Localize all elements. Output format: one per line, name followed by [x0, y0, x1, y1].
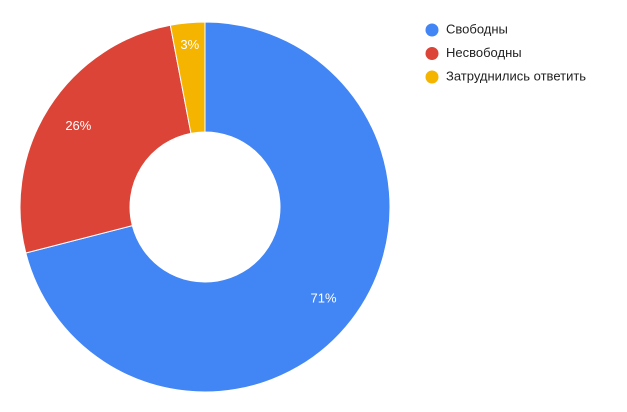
legend-swatch [425, 70, 439, 84]
legend-label: Несвободны [446, 45, 522, 60]
slice [25, 21, 391, 393]
value-label: 71% [311, 290, 337, 305]
value-label: 26% [65, 118, 91, 133]
slice [169, 21, 206, 134]
legend-label: Свободны [446, 21, 508, 36]
legend-swatch [425, 47, 439, 60]
legend-swatch [425, 23, 439, 37]
slice [19, 24, 192, 254]
legend-label: Затруднились ответить [446, 68, 586, 83]
value-label: 3% [180, 37, 199, 52]
